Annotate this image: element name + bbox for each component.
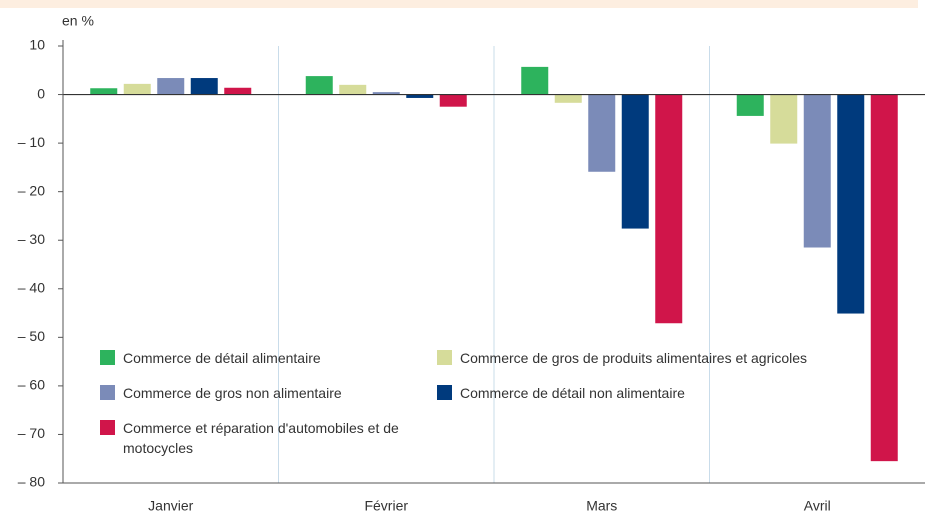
x-tick-label: Février (364, 498, 408, 514)
x-tick-label: Mars (586, 498, 617, 514)
bar (870, 94, 898, 462)
legend-swatch (100, 420, 115, 435)
bar (305, 76, 333, 95)
bar (123, 83, 151, 95)
bar (439, 94, 467, 107)
legend-entry: Commerce et réparation d'automobiles et … (100, 418, 400, 458)
legend-entry: Commerce de gros de produits alimentaire… (437, 348, 807, 368)
bar (803, 94, 831, 248)
x-tick-label: Avril (804, 498, 831, 514)
bar (521, 66, 549, 95)
legend-label: Commerce de détail alimentaire (123, 350, 321, 366)
legend-entry: Commerce de gros non alimentaire (100, 383, 342, 403)
legend-label: Commerce et réparation d'automobiles et … (123, 420, 399, 456)
legend-swatch (437, 385, 452, 400)
y-tick-label: – 60 (18, 377, 45, 393)
bar (406, 94, 434, 98)
legend-swatch (100, 385, 115, 400)
y-tick-label: – 20 (18, 182, 45, 198)
legend-label: Commerce de gros non alimentaire (123, 385, 342, 401)
bar (770, 94, 798, 144)
y-tick-label: – 40 (18, 279, 45, 295)
bar (224, 87, 252, 95)
y-tick-label: – 30 (18, 231, 45, 247)
bar (736, 94, 764, 116)
bar (588, 94, 616, 172)
y-tick-label: – 50 (18, 328, 45, 344)
bar (655, 94, 683, 324)
bar (190, 78, 218, 95)
legend-label: Commerce de gros de produits alimentaire… (460, 350, 808, 366)
y-tick-label: – 70 (18, 425, 45, 441)
legend-swatch (437, 350, 452, 365)
bar (90, 88, 118, 95)
top-band (0, 0, 918, 8)
bar (621, 94, 649, 229)
bar (837, 94, 865, 314)
bar (339, 84, 367, 95)
y-tick-label: 10 (29, 37, 45, 53)
legend-label: Commerce de détail non alimentaire (460, 385, 685, 401)
legend-entry: Commerce de détail non alimentaire (437, 383, 685, 403)
legend-entry: Commerce de détail alimentaire (100, 348, 321, 368)
y-tick-label: 0 (37, 85, 45, 101)
unit-label: en % (62, 13, 94, 29)
bar (372, 92, 400, 95)
bar (157, 78, 185, 95)
legend-swatch (100, 350, 115, 365)
y-tick-label: – 10 (18, 134, 45, 150)
bar (554, 94, 582, 103)
y-tick-label: – 80 (18, 474, 45, 490)
x-tick-label: Janvier (148, 498, 193, 514)
